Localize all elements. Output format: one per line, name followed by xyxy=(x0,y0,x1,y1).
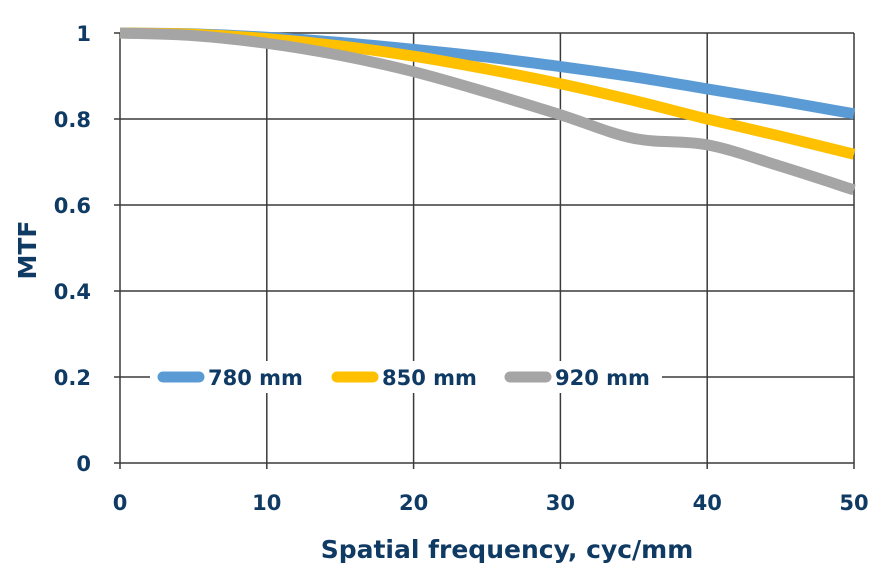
y-axis-title: MTF xyxy=(13,220,42,279)
legend: 780 mm 850 mm 920 mm xyxy=(150,361,662,393)
x-tick-label: 40 xyxy=(693,491,722,515)
y-tick-label: 0.8 xyxy=(54,108,91,132)
series-layer xyxy=(119,27,856,196)
legend-label: 780 mm xyxy=(208,366,303,390)
x-axis-title: Spatial frequency, cyc/mm xyxy=(321,535,694,564)
y-tick-label: 0.4 xyxy=(54,280,91,304)
tick-labels: 0 10 20 30 40 50 0 0.2 0.4 0.6 0.8 1 xyxy=(54,22,869,515)
x-tick-label: 0 xyxy=(113,491,128,515)
x-tick-label: 20 xyxy=(399,491,428,515)
y-tick-label: 1 xyxy=(76,22,91,46)
x-tick-label: 30 xyxy=(546,491,575,515)
legend-background xyxy=(150,361,662,393)
x-tick-label: 50 xyxy=(839,491,868,515)
y-tick-label: 0.2 xyxy=(54,366,91,390)
x-tick-label: 10 xyxy=(252,491,281,515)
y-tick-label: 0.6 xyxy=(54,194,91,218)
legend-label: 850 mm xyxy=(382,366,477,390)
series-line-920-mm xyxy=(119,27,856,196)
legend-label: 920 mm xyxy=(555,366,650,390)
y-tick-label: 0 xyxy=(76,452,91,476)
